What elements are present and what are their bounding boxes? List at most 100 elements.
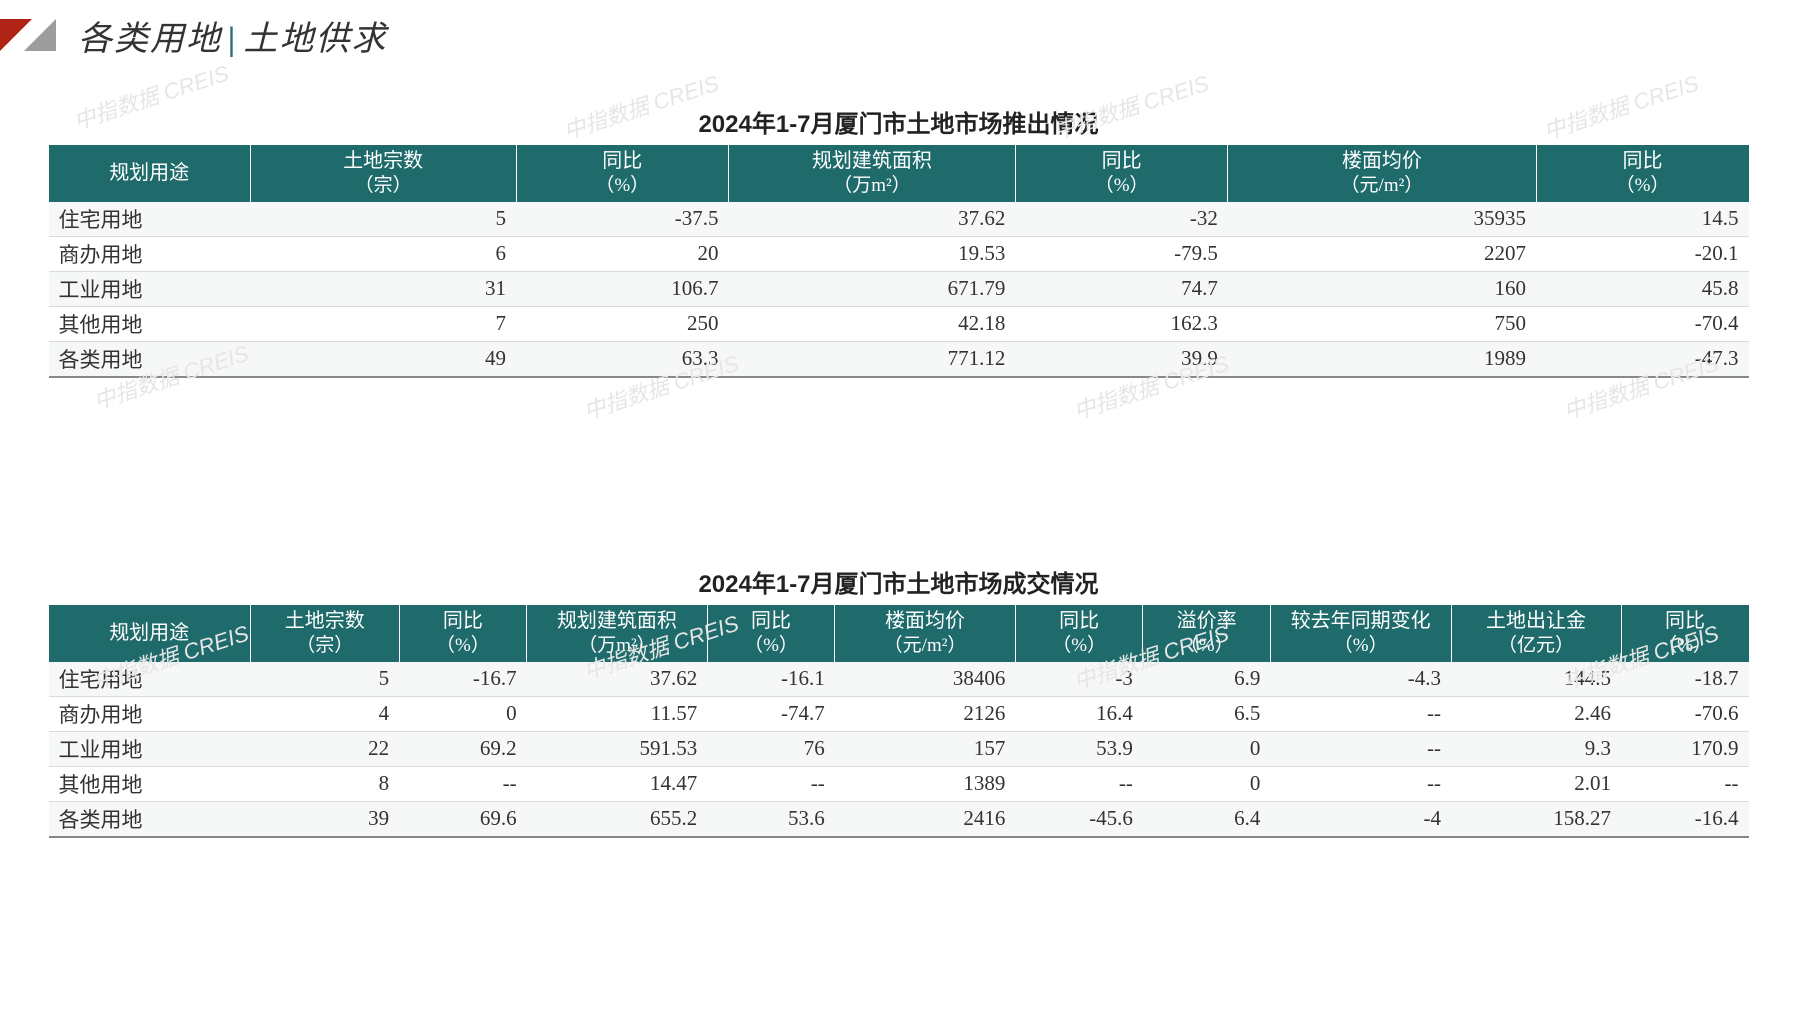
cell-value: 37.62 [729,202,1016,237]
table2-body: 住宅用地5-16.737.62-16.138406-36.9-4.3144.5-… [49,662,1749,837]
column-label: 楼面均价 [1342,150,1422,172]
cell-value: -45.6 [1015,801,1143,837]
column-unit: （万m²） [735,174,1009,198]
cell-value: -- [1270,696,1451,731]
column-unit: （%） [1022,634,1137,658]
cell-value: 53.6 [707,801,835,837]
cell-value: 0 [1143,766,1271,801]
cell-value: -- [1270,731,1451,766]
cell-value: 144.5 [1451,662,1621,697]
column-header: 土地出让金（亿元） [1451,605,1621,662]
cell-value: 22 [250,731,399,766]
cell-value: -79.5 [1015,236,1228,271]
column-label: 规划用途 [109,622,189,644]
column-unit: （元/m²） [1234,174,1529,198]
column-header: 同比（%） [399,605,527,662]
cell-value: -16.4 [1621,801,1749,837]
cell-value: 6.9 [1143,662,1271,697]
table1-title: 2024年1-7月厦门市土地市场推出情况 [0,104,1797,139]
table-row: 工业用地31106.7671.7974.716045.8 [49,271,1749,306]
cell-value: 157 [835,731,1016,766]
row-label: 工业用地 [49,271,251,306]
cell-value: 6 [250,236,516,271]
cell-value: 63.3 [516,341,729,377]
cell-value: 39.9 [1015,341,1228,377]
cell-value: -74.7 [707,696,835,731]
cell-value: -4.3 [1270,662,1451,697]
column-unit: （%） [406,634,521,658]
column-unit: （%） [1022,174,1222,198]
column-label: 规划建筑面积 [812,150,932,172]
cell-value: 2.46 [1451,696,1621,731]
row-label: 住宅用地 [49,202,251,237]
cell-value: 0 [399,696,527,731]
cell-value: 170.9 [1621,731,1749,766]
column-header: 土地宗数（宗） [250,605,399,662]
column-header: 较去年同期变化（%） [1270,605,1451,662]
cell-value: -70.6 [1621,696,1749,731]
title-right: 土地供求 [244,21,388,58]
cell-value: 158.27 [1451,801,1621,837]
cell-value: 2416 [835,801,1016,837]
table2-header-row: 规划用途土地宗数（宗）同比（%）规划建筑面积（万m²）同比（%）楼面均价（元/m… [49,605,1749,662]
column-label: 楼面均价 [885,610,965,632]
cell-value: -16.1 [707,662,835,697]
table-row: 住宅用地5-37.537.62-323593514.5 [49,202,1749,237]
table-row: 各类用地4963.3771.1239.91989-47.3 [49,341,1749,377]
cell-value: -- [707,766,835,801]
column-header: 楼面均价（元/m²） [1228,145,1536,202]
column-header: 同比（%） [1015,145,1228,202]
cell-value: 6.5 [1143,696,1271,731]
cell-value: 1389 [835,766,1016,801]
column-unit: （%） [1149,634,1264,658]
column-header: 同比（%） [1621,605,1749,662]
column-header: 规划用途 [49,605,251,662]
column-label: 同比 [751,610,791,632]
cell-value: 42.18 [729,306,1016,341]
table-row: 各类用地3969.6655.253.62416-45.66.4-4158.27-… [49,801,1749,837]
column-label: 土地宗数 [343,150,423,172]
cell-value: 655.2 [527,801,708,837]
table2: 规划用途土地宗数（宗）同比（%）规划建筑面积（万m²）同比（%）楼面均价（元/m… [49,605,1749,838]
row-label: 住宅用地 [49,662,251,697]
cell-value: 53.9 [1015,731,1143,766]
column-label: 土地宗数 [285,610,365,632]
cell-value: 106.7 [516,271,729,306]
page-header: 各类用地|土地供求 [0,0,1797,58]
column-unit: （%） [523,174,723,198]
cell-value: -47.3 [1536,341,1749,377]
cell-value: 45.8 [1536,271,1749,306]
column-label: 同比 [443,610,483,632]
column-label: 同比 [1059,610,1099,632]
table1-body: 住宅用地5-37.537.62-323593514.5商办用地62019.53-… [49,202,1749,377]
row-label: 其他用地 [49,766,251,801]
table1: 规划用途土地宗数（宗）同比（%）规划建筑面积（万m²）同比（%）楼面均价（元/m… [49,145,1749,378]
column-label: 同比 [1102,150,1142,172]
table-row: 其他用地725042.18162.3750-70.4 [49,306,1749,341]
row-label: 商办用地 [49,236,251,271]
cell-value: 160 [1228,271,1536,306]
column-unit: （%） [1628,634,1743,658]
table-row: 住宅用地5-16.737.62-16.138406-36.9-4.3144.5-… [49,662,1749,697]
brand-logo [0,19,64,51]
column-unit: （亿元） [1458,634,1615,658]
column-header: 规划建筑面积（万m²） [729,145,1016,202]
cell-value: 69.2 [399,731,527,766]
cell-value: -18.7 [1621,662,1749,697]
column-label: 规划建筑面积 [557,610,677,632]
column-header: 同比（%） [707,605,835,662]
cell-value: 76 [707,731,835,766]
cell-value: -20.1 [1536,236,1749,271]
column-header: 规划用途 [49,145,251,202]
row-label: 工业用地 [49,731,251,766]
title-separator: | [228,21,238,58]
cell-value: -70.4 [1536,306,1749,341]
cell-value: 19.53 [729,236,1016,271]
table-row: 工业用地2269.2591.537615753.90--9.3170.9 [49,731,1749,766]
cell-value: 20 [516,236,729,271]
cell-value: 2.01 [1451,766,1621,801]
row-label: 其他用地 [49,306,251,341]
row-label: 各类用地 [49,801,251,837]
cell-value: 69.6 [399,801,527,837]
cell-value: -37.5 [516,202,729,237]
